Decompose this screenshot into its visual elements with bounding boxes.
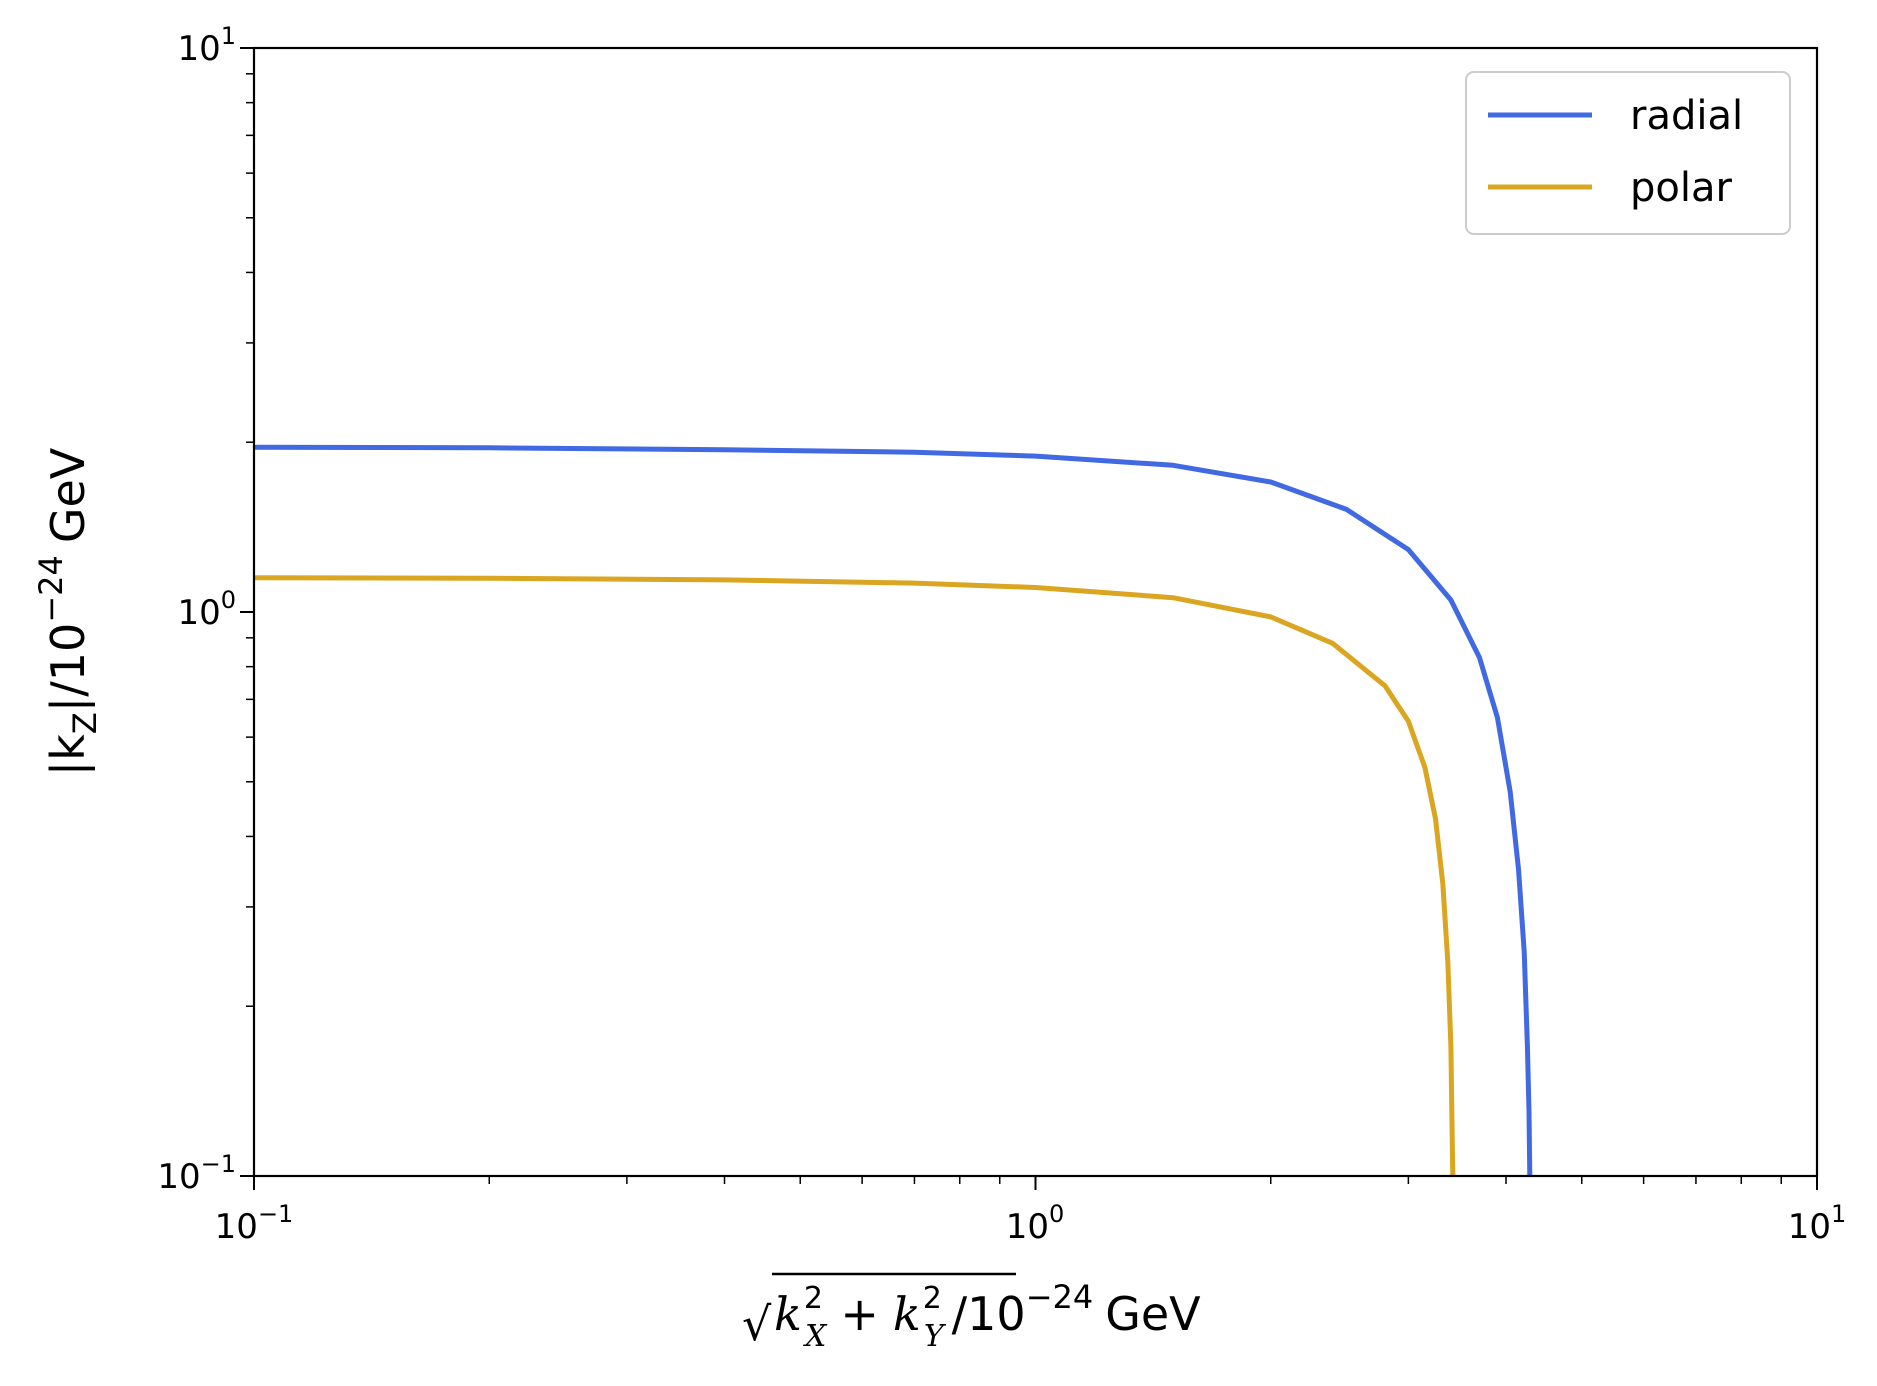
minor-ticks [246, 73, 1782, 1184]
legend-label-radial: radial [1630, 93, 1743, 139]
major-ticks [240, 47, 1818, 1190]
x-tick-label-1: 10−1 [215, 1200, 294, 1247]
series-line-polar [254, 575, 1456, 1176]
y-tick-label-3: 101 [177, 22, 236, 69]
x-axis-radical-sign: √ [742, 1297, 772, 1351]
x-tick-label-3: 101 [1788, 1200, 1847, 1247]
svg-text:k2X+k2Y/10−24GeV: k2 X + k2 Y/10−24 GeV [774, 1278, 1201, 1354]
y-tick-label-2: 100 [177, 586, 236, 633]
y-tick-label-1: 10−1 [157, 1150, 236, 1197]
legend-label-polar: polar [1630, 165, 1732, 211]
x-axis-label: √ k2 X + k2 Y/10−24 GeV [742, 1272, 1201, 1354]
legend: radial polar [1465, 71, 1791, 235]
series-layer [254, 444, 1533, 1176]
x-tick-label-2: 100 [1006, 1200, 1065, 1247]
series-line-radial [254, 444, 1533, 1176]
y-axis-label: |kZ|/10−24GeV [32, 447, 104, 776]
